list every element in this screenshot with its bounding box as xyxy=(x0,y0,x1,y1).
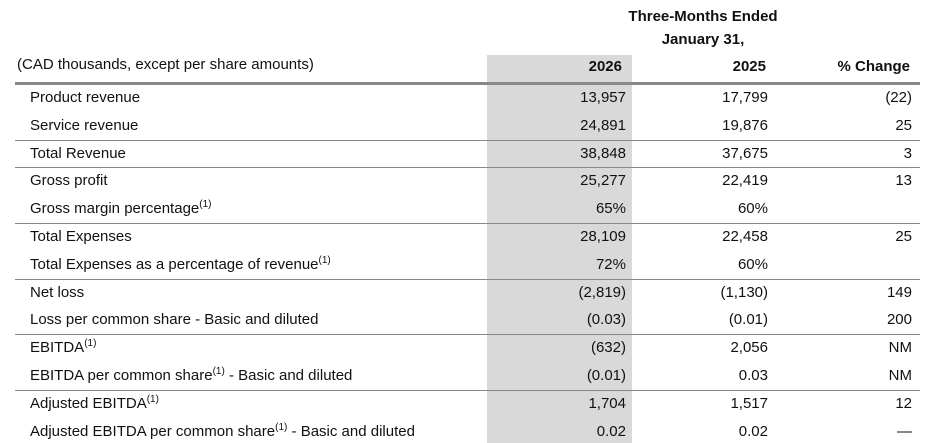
cell-value: 13 xyxy=(895,172,912,189)
cell-value: 17,799 xyxy=(722,89,768,106)
cell-value: 1,704 xyxy=(588,395,626,412)
footnote-ref: (1) xyxy=(275,422,288,433)
current-year-shading xyxy=(487,55,632,443)
row-label: Adjusted EBITDA(1) xyxy=(30,394,159,414)
footnote-ref: (1) xyxy=(318,255,331,266)
label-text: Adjusted EBITDA per common share xyxy=(30,423,276,440)
row-label: EBITDA(1) xyxy=(30,338,96,358)
cell-value: (1,130) xyxy=(720,284,768,301)
cell-value: (0.03) xyxy=(586,311,626,328)
cell-value: 37,675 xyxy=(722,145,768,162)
units-note: (CAD thousands, except per share amounts… xyxy=(17,56,314,73)
row-label: Gross profit xyxy=(30,171,108,191)
cell-value: 12 xyxy=(895,395,912,412)
cell-value: — xyxy=(897,423,912,440)
label-text: Net loss xyxy=(30,284,85,301)
row-label: Total Expenses as a percentage of revenu… xyxy=(30,255,331,275)
cell-value: 22,458 xyxy=(722,228,768,245)
footnote-ref: (1) xyxy=(84,338,97,349)
label-text: Adjusted EBITDA xyxy=(30,395,147,412)
label-text: Total Expenses xyxy=(30,228,132,245)
cell-value: 25,277 xyxy=(580,172,626,189)
column-header: % Change xyxy=(837,58,910,75)
period-date: January 31, xyxy=(661,31,745,48)
cell-value: 2,056 xyxy=(730,339,768,356)
label-text: EBITDA per common share xyxy=(30,367,213,384)
cell-value: 72% xyxy=(595,256,626,273)
cell-value: 25 xyxy=(895,228,912,245)
cell-value: 0.02 xyxy=(596,423,626,440)
row-label: Total Expenses xyxy=(30,227,132,247)
cell-value: 24,891 xyxy=(580,117,626,134)
group-rule xyxy=(15,279,920,280)
footnote-ref: (1) xyxy=(146,394,159,405)
cell-value: 1,517 xyxy=(730,395,768,412)
group-rule xyxy=(15,223,920,224)
cell-value: 13,957 xyxy=(580,89,626,106)
group-rule xyxy=(15,167,920,168)
label-text: Total Revenue xyxy=(30,145,126,162)
row-label: Loss per common share - Basic and dilute… xyxy=(30,310,318,330)
cell-value: (22) xyxy=(885,89,912,106)
cell-value: NM xyxy=(888,367,912,384)
cell-value: 28,109 xyxy=(580,228,626,245)
cell-value: 19,876 xyxy=(722,117,768,134)
cell-value: (2,819) xyxy=(578,284,626,301)
label-text: Loss per common share - Basic and dilute… xyxy=(30,311,319,328)
header-rule xyxy=(15,82,920,85)
label-text: Total Expenses as a percentage of revenu… xyxy=(30,256,319,273)
cell-value: (632) xyxy=(590,339,626,356)
group-rule xyxy=(15,334,920,335)
cell-value: 25 xyxy=(895,117,912,134)
cell-value: 60% xyxy=(737,256,768,273)
footnote-ref: (1) xyxy=(199,199,212,210)
label-suffix: - Basic and diluted xyxy=(287,423,415,440)
cell-value: 0.02 xyxy=(738,423,768,440)
cell-value: (0.01) xyxy=(586,367,626,384)
column-header: 2025 xyxy=(732,58,766,75)
label-text: Product revenue xyxy=(30,89,141,106)
footnote-ref: (1) xyxy=(212,366,225,377)
label-text: Gross margin percentage xyxy=(30,200,200,217)
period-title: Three-Months Ended xyxy=(628,8,778,25)
row-label: Adjusted EBITDA per common share(1) - Ba… xyxy=(30,422,415,442)
cell-value: 0.03 xyxy=(738,367,768,384)
row-label: Net loss xyxy=(30,283,84,303)
cell-value: 200 xyxy=(886,311,912,328)
row-label: Product revenue xyxy=(30,88,140,108)
group-rule xyxy=(15,390,920,391)
column-header: 2026 xyxy=(588,58,622,75)
label-text: Gross profit xyxy=(30,172,108,189)
cell-value: 22,419 xyxy=(722,172,768,189)
group-rule xyxy=(15,140,920,141)
cell-value: NM xyxy=(888,339,912,356)
row-label: Gross margin percentage(1) xyxy=(30,199,211,219)
cell-value: 38,848 xyxy=(580,145,626,162)
cell-value: (0.01) xyxy=(728,311,768,328)
cell-value: 65% xyxy=(595,200,626,217)
cell-value: 3 xyxy=(903,145,912,162)
label-text: Service revenue xyxy=(30,117,139,134)
label-suffix: - Basic and diluted xyxy=(224,367,353,384)
cell-value: 60% xyxy=(737,200,768,217)
cell-value: 149 xyxy=(886,284,912,301)
label-text: EBITDA xyxy=(30,339,85,356)
row-label: Total Revenue xyxy=(30,144,126,164)
row-label: Service revenue xyxy=(30,116,138,136)
row-label: EBITDA per common share(1) - Basic and d… xyxy=(30,366,352,386)
